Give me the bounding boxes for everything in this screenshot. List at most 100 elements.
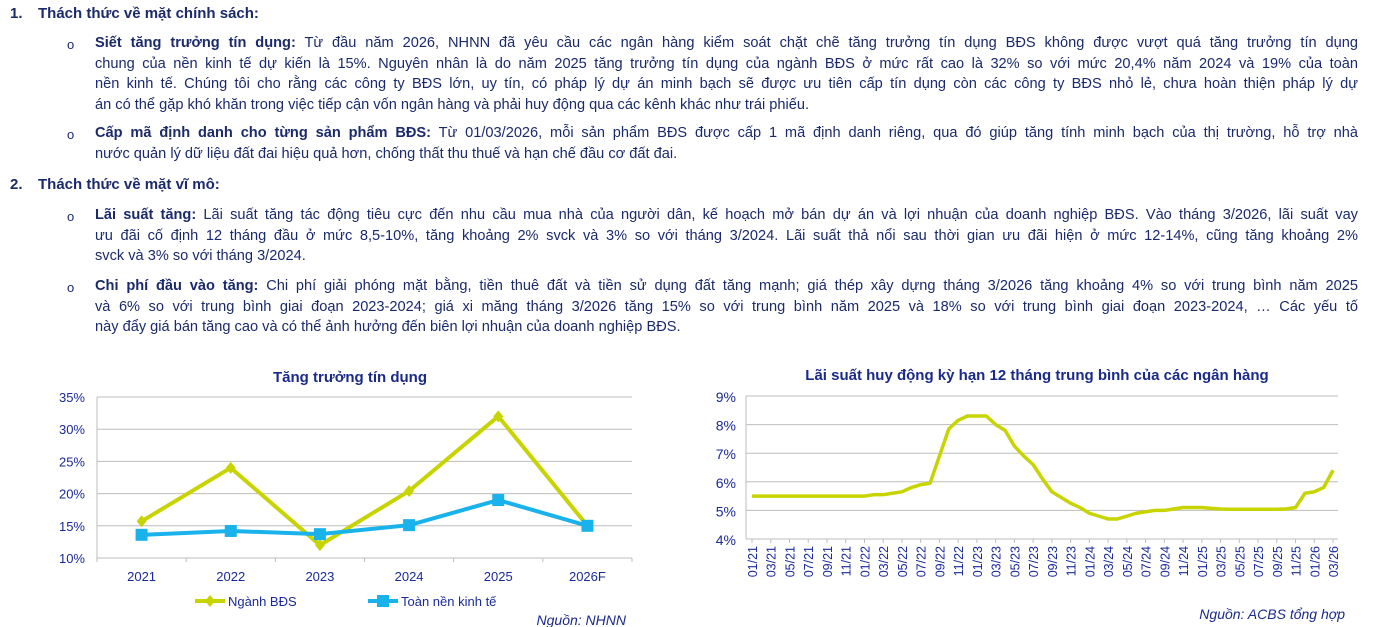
- x-tick-label: 07/25: [1252, 546, 1266, 577]
- data-point: [1079, 507, 1081, 509]
- data-point: [314, 539, 325, 552]
- data-point: [1191, 507, 1193, 509]
- x-tick-label: 05/24: [1121, 546, 1135, 577]
- data-point: [807, 495, 809, 497]
- x-tick-label: 05/23: [1008, 546, 1022, 577]
- x-tick-label: 01/22: [858, 546, 872, 577]
- x-tick-label: 01/26: [1308, 546, 1322, 577]
- text-line: ưu đãi cố định 12 tháng đầu ở mức 8,5-10…: [95, 227, 1358, 244]
- data-point: [1295, 507, 1297, 509]
- text-line: chung của nền kinh tế dự kiến là 15%. Ng…: [95, 55, 1358, 72]
- item-label: Chi phí đầu vào tăng:: [95, 278, 259, 294]
- section-heading-macro: 2. Thách thức về mặt vĩ mô:: [10, 176, 220, 193]
- data-point: [1042, 478, 1043, 480]
- x-tick-label: 09/24: [1158, 546, 1172, 577]
- y-tick-label: 25%: [59, 454, 85, 469]
- x-tick-label: 11/22: [952, 546, 966, 576]
- text-line: nền kinh tế. Chúng tôi cho rằng các công…: [95, 76, 1358, 93]
- legend-label: Ngành BĐS: [228, 594, 297, 609]
- data-point: [1238, 508, 1240, 510]
- data-point: [826, 495, 828, 497]
- source-note: Nguồn: NHNN: [537, 612, 627, 627]
- data-point: [770, 495, 772, 497]
- chart-title: Tăng trưởng tín dụng: [273, 369, 427, 386]
- data-point: [1116, 518, 1118, 520]
- deposit-rate-chart: Lãi suất huy động kỳ hạn 12 tháng trung …: [716, 367, 1345, 622]
- data-point: [313, 528, 326, 541]
- x-tick-label: 01/24: [1083, 546, 1097, 577]
- data-point: [224, 524, 237, 537]
- text-line: và 6% so với trung bình giai đoạn 2023-2…: [95, 298, 1358, 315]
- data-point: [863, 495, 865, 497]
- series-line-0: [140, 414, 589, 548]
- data-point: [1163, 509, 1165, 511]
- x-tick-label: 07/23: [1027, 546, 1041, 577]
- text-line: này đẩy giá bán tăng cao và có thể ảnh h…: [95, 319, 681, 336]
- data-point: [1060, 497, 1062, 499]
- series-line: [752, 414, 1335, 521]
- data-point: [1070, 502, 1072, 504]
- x-tick-label: 11/21: [840, 546, 854, 576]
- bullet-icon: o: [67, 37, 75, 52]
- text-line: Lãi suất tăng tác động tiêu cực đến nhu …: [196, 207, 1358, 223]
- text-line: án có thể gặp khó khăn trong việc tiếp c…: [95, 97, 810, 114]
- x-tick-label: 03/22: [877, 546, 891, 577]
- data-point: [976, 415, 978, 417]
- data-point: [136, 515, 147, 528]
- data-point: [403, 519, 416, 532]
- x-tick-label: 03/25: [1215, 546, 1229, 577]
- x-tick-label: 11/24: [1177, 546, 1191, 576]
- data-point: [1032, 464, 1034, 466]
- data-point: [492, 494, 505, 507]
- y-tick-label: 6%: [716, 475, 736, 491]
- section-heading-policy: 1. Thách thức về mặt chính sách:: [10, 5, 259, 22]
- legend-marker: [377, 595, 389, 607]
- data-point: [1173, 508, 1175, 510]
- data-point: [1304, 492, 1306, 494]
- x-tick-label: 03/24: [1102, 546, 1116, 577]
- data-point: [1154, 509, 1156, 511]
- paragraph-input-costs: Chi phí đầu vào tăng: Chi phí giải phóng…: [95, 276, 1358, 338]
- credit-growth-chart: Tăng trưởng tín dụng 10% 15% 20% 25% 30% 35% 20…: [59, 369, 633, 627]
- x-tick-label: 2022: [216, 569, 245, 584]
- x-tick-label: 01/25: [1196, 546, 1210, 577]
- data-point: [760, 495, 762, 497]
- bullet-icon: o: [67, 209, 75, 224]
- data-point: [751, 495, 753, 497]
- data-point: [1266, 508, 1268, 510]
- y-tick-label: 15%: [59, 519, 85, 534]
- x-tick-label: 05/25: [1233, 546, 1247, 577]
- data-point: [581, 519, 594, 532]
- data-point: [1313, 491, 1315, 493]
- data-point: [1229, 508, 1231, 510]
- data-point: [1051, 491, 1053, 493]
- x-tick-label: 2026F: [569, 569, 606, 584]
- y-tick-label: 30%: [59, 422, 85, 437]
- data-point: [788, 495, 790, 497]
- x-tick-label: 11/25: [1290, 546, 1304, 576]
- data-point: [1107, 518, 1109, 520]
- data-point: [1323, 487, 1325, 489]
- data-point: [1088, 512, 1090, 514]
- data-point: [1285, 508, 1287, 510]
- paragraph-product-id: Cấp mã định danh cho từng sản phẩm BĐS: …: [95, 123, 1358, 164]
- x-tick-label: 07/24: [1140, 546, 1154, 577]
- data-point: [920, 484, 922, 486]
- chart-title: Lãi suất huy động kỳ hạn 12 tháng trung …: [805, 367, 1268, 384]
- data-point: [835, 495, 837, 497]
- x-tick-label: 09/23: [1046, 546, 1060, 577]
- x-tick-label: 01/21: [746, 546, 760, 577]
- data-point: [779, 495, 781, 497]
- y-tick-label: 4%: [716, 532, 736, 548]
- data-point: [1126, 515, 1128, 517]
- item-label: Siết tăng trưởng tín dụng:: [95, 35, 296, 51]
- data-point: [493, 410, 504, 423]
- item-label: Cấp mã định danh cho từng sản phẩm BĐS:: [95, 125, 432, 141]
- data-point: [225, 461, 236, 474]
- series-line-1: [141, 498, 588, 537]
- data-point: [1201, 507, 1203, 509]
- data-point: [1004, 429, 1006, 431]
- data-point: [910, 487, 912, 489]
- source-note: Nguồn: ACBS tổng hợp: [1199, 606, 1345, 622]
- paragraph-credit-growth: Siết tăng trưởng tín dụng: Từ đầu năm 20…: [95, 33, 1358, 116]
